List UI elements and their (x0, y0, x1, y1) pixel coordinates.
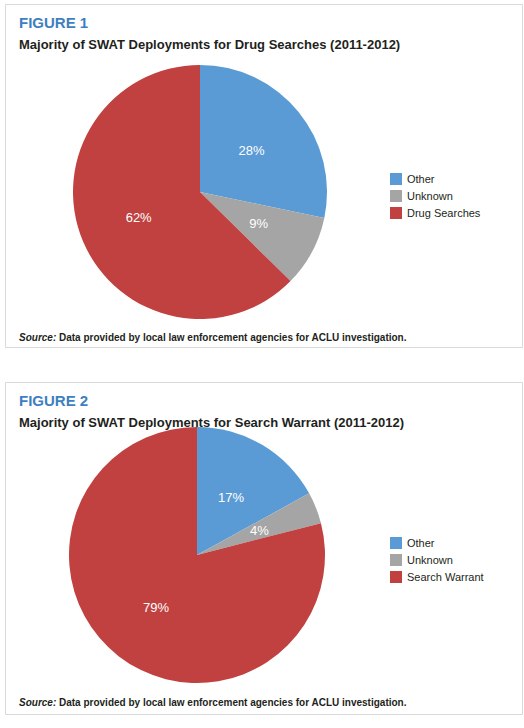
svg-text:Majority of SWAT Deployments f: Majority of SWAT Deployments for Search … (19, 415, 404, 430)
svg-text:FIGURE 2: FIGURE 2 (19, 392, 88, 409)
svg-text:Unknown: Unknown (407, 554, 453, 566)
svg-text:Source:: Source: (19, 697, 56, 708)
svg-text:79%: 79% (143, 600, 169, 615)
svg-text:Source:: Source: (19, 332, 56, 343)
svg-text:Data provided by local law enf: Data provided by local law enforcement a… (59, 697, 407, 708)
svg-text:Data provided by local law enf: Data provided by local law enforcement a… (59, 332, 407, 343)
svg-text:Search Warrant: Search Warrant (407, 571, 484, 583)
svg-text:4%: 4% (250, 523, 269, 538)
svg-text:Drug Searches: Drug Searches (407, 207, 481, 219)
svg-text:62%: 62% (126, 210, 152, 225)
svg-text:17%: 17% (218, 490, 244, 505)
svg-text:FIGURE 1: FIGURE 1 (19, 14, 88, 31)
svg-text:Other: Other (407, 537, 435, 549)
svg-text:Other: Other (407, 173, 435, 185)
svg-text:28%: 28% (239, 143, 265, 158)
svg-text:Unknown: Unknown (407, 190, 453, 202)
svg-text:9%: 9% (249, 216, 268, 231)
svg-text:Majority of SWAT Deployments f: Majority of SWAT Deployments for Drug Se… (19, 37, 400, 52)
